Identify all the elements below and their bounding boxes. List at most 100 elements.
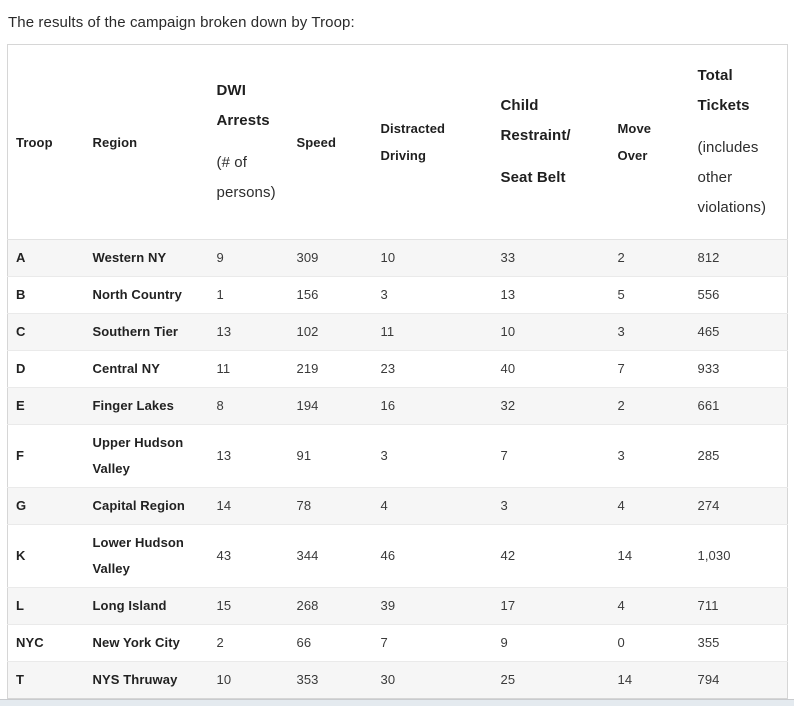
table-row: B North Country 1 156 3 13 5 556 [7,276,788,314]
cell-distracted: 3 [380,287,388,302]
cell-troop: D [16,361,26,376]
cell-total: 933 [697,361,720,376]
cell-speed: 194 [296,398,319,413]
column-header-move-over: Move Over [610,45,690,240]
cell-troop: L [16,598,25,613]
cell-region: Western NY [92,250,167,265]
cell-region: Capital Region [92,498,185,513]
cell-move: 2 [617,398,625,413]
cell-distracted: 46 [380,548,396,563]
cell-speed: 309 [296,250,319,265]
cell-child: 7 [500,448,508,463]
column-header-distracted-driving: Distracted Driving [373,45,493,240]
cell-distracted: 39 [380,598,396,613]
cell-child: 32 [500,398,516,413]
cell-child: 17 [500,598,516,613]
table-row: D Central NY 11 219 23 40 7 933 [7,350,788,388]
table-header: Troop Region DWI Arrests (# of persons) … [7,45,788,240]
column-header-total-tickets: Total Tickets (includes other violations… [690,45,788,240]
cell-total: 711 [697,598,719,613]
cell-dwi: 43 [216,548,232,563]
table-row: K Lower Hudson Valley 43 344 46 42 14 1,030 [7,524,788,588]
cell-total: 812 [697,250,720,265]
cell-move: 4 [617,498,625,513]
cell-dwi: 13 [216,448,232,463]
column-header-dwi-subtitle: (# of persons) [216,154,276,201]
cell-speed: 66 [296,635,312,650]
cell-speed: 102 [296,324,319,339]
cell-total: 285 [697,448,720,463]
cell-dwi: 14 [216,498,232,513]
cell-total: 1,030 [697,548,731,563]
cell-troop: E [16,398,25,413]
cell-child: 25 [500,672,516,687]
cell-child: 9 [500,635,508,650]
cell-dwi: 9 [216,250,224,265]
cell-total: 661 [697,398,720,413]
cell-region: NYS Thruway [92,672,178,687]
column-header-dwi-arrests: DWI Arrests (# of persons) [209,45,289,240]
cell-speed: 219 [296,361,319,376]
cell-distracted: 4 [380,498,388,513]
cell-move: 14 [617,672,633,687]
cell-move: 3 [617,324,625,339]
column-header-total-title: Total Tickets [697,67,750,114]
table-body: A Western NY 9 309 10 33 2 812 B North Country 1 15… [7,239,788,699]
cell-move: 3 [617,448,625,463]
table-row: L Long Island 15 268 39 17 4 711 [7,587,788,625]
cell-region: Central NY [92,361,160,376]
cell-region: Southern Tier [92,324,179,339]
cell-region: North Country [92,287,182,302]
header-row: Troop Region DWI Arrests (# of persons) … [7,45,788,240]
cell-troop: T [16,672,25,687]
cell-speed: 344 [296,548,319,563]
cell-child: 33 [500,250,516,265]
cell-total: 355 [697,635,720,650]
cell-speed: 353 [296,672,319,687]
cell-child: 3 [500,498,508,513]
cell-child: 13 [500,287,516,302]
cell-total: 274 [697,498,720,513]
cell-troop: C [16,324,26,339]
column-header-region: Region [85,45,209,240]
cell-move: 14 [617,548,633,563]
table-row: T NYS Thruway 10 353 30 25 14 794 [7,661,788,699]
cell-dwi: 15 [216,598,232,613]
cell-speed: 78 [296,498,312,513]
cell-dwi: 2 [216,635,224,650]
cell-dwi: 8 [216,398,224,413]
cell-troop: NYC [16,635,44,650]
cell-distracted: 3 [380,448,388,463]
cell-region: Upper Hudson Valley [92,435,184,476]
column-header-speed: Speed [289,45,373,240]
table-row: F Upper Hudson Valley 13 91 3 7 3 285 [7,424,788,488]
table-row: E Finger Lakes 8 194 16 32 2 661 [7,387,788,425]
cell-region: Long Island [92,598,167,613]
column-header-distracted-label: Distracted Driving [380,121,446,163]
cell-move: 0 [617,635,625,650]
column-header-move-label: Move Over [617,121,652,163]
cell-move: 4 [617,598,625,613]
cell-dwi: 13 [216,324,232,339]
cell-speed: 91 [296,448,312,463]
cell-speed: 268 [296,598,319,613]
column-header-troop-label: Troop [16,134,53,150]
cell-distracted: 10 [380,250,396,265]
cell-troop: A [16,250,26,265]
results-table: Troop Region DWI Arrests (# of persons) … [7,44,788,699]
cell-child: 42 [500,548,516,563]
page-title: The results of the campaign broken down … [8,14,355,31]
column-header-speed-label: Speed [296,134,337,150]
footer-band [0,699,794,706]
cell-region: New York City [92,635,181,650]
table-row: NYC New York City 2 66 7 9 0 355 [7,624,788,662]
column-header-child-subtitle: Seat Belt [500,169,566,186]
table-row: A Western NY 9 309 10 33 2 812 [7,239,788,277]
cell-distracted: 23 [380,361,396,376]
column-header-dwi-title: DWI Arrests [216,82,270,129]
cell-region: Finger Lakes [92,398,174,413]
cell-distracted: 11 [380,324,395,339]
column-header-region-label: Region [92,134,138,150]
cell-dwi: 10 [216,672,232,687]
